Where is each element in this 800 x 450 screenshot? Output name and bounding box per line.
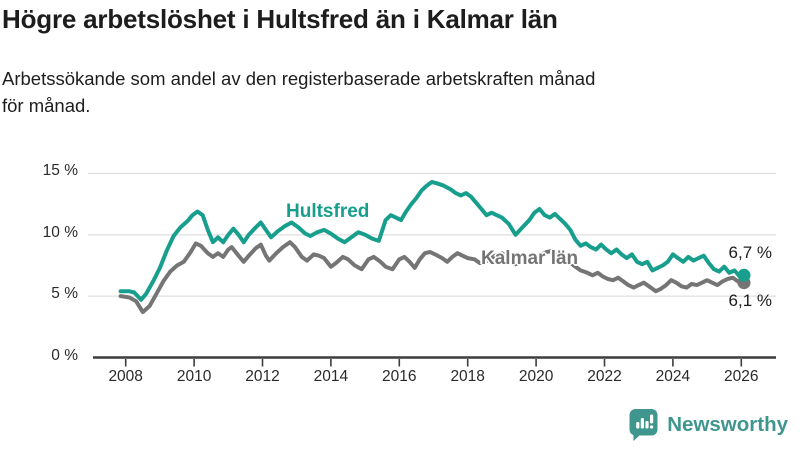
x-axis-tick-label: 2016 xyxy=(382,368,417,385)
x-axis-tick-label: 2020 xyxy=(518,368,554,385)
y-axis-tick-label: 10 % xyxy=(42,223,78,241)
subtitle-line-2: för månad. xyxy=(2,95,91,116)
x-axis-tick-label: 2022 xyxy=(587,368,622,385)
x-axis-tick-label: 2012 xyxy=(245,368,280,385)
x-axis-tick-label: 2018 xyxy=(450,368,485,385)
x-axis-tick-label: 2026 xyxy=(724,368,759,385)
x-axis-tick-label: 2024 xyxy=(655,368,691,385)
y-axis-tick-label: 5 % xyxy=(51,285,78,303)
series-label-kalmar: Kalmar län xyxy=(481,248,579,269)
end-dot-hultsfred xyxy=(737,268,751,282)
x-axis-tick-label: 2008 xyxy=(108,368,143,385)
brand-name: Newsworthy xyxy=(667,413,788,436)
page-title: Högre arbetslöshet i Hultsfred än i Kalm… xyxy=(2,4,558,34)
x-axis-tick-label: 2014 xyxy=(313,368,349,385)
newsworthy-logo-icon xyxy=(629,409,658,441)
brand-footer: Newsworthy xyxy=(628,408,788,442)
series-label-hultsfred: Hultsfred xyxy=(286,201,370,222)
end-value-label-kalmar: 6,1 % xyxy=(728,291,772,310)
series-line-kalmar-l-n xyxy=(118,240,746,315)
y-axis-tick-label: 15 % xyxy=(42,162,78,180)
x-axis-tick-label: 2010 xyxy=(176,368,212,385)
subtitle-line-1: Arbetssökande som andel av den registerb… xyxy=(2,68,596,89)
y-axis-tick-label: 0 % xyxy=(51,346,78,364)
series-line-hultsfred xyxy=(118,180,746,302)
end-value-label-hultsfred: 6,7 % xyxy=(728,243,772,262)
